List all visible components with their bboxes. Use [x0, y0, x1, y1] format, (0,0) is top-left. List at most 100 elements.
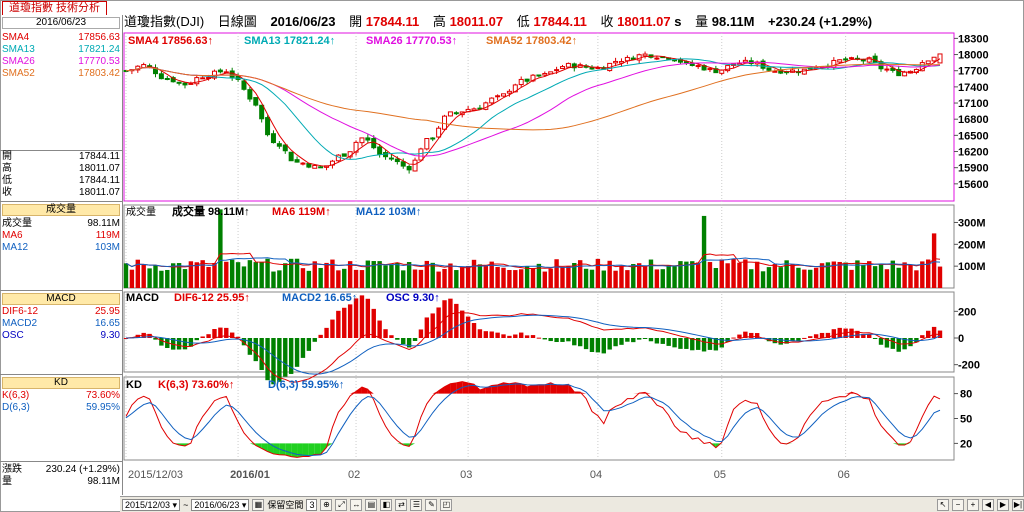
osc-bar [212, 329, 217, 338]
side-k-value: 73.60% [86, 390, 120, 401]
volume-bar [843, 262, 848, 288]
side-k-label: K(6,3) [2, 390, 30, 401]
tool-icon[interactable]: ◰ [440, 498, 453, 511]
legend-macd2: MACD2 16.65↑ [282, 292, 357, 304]
price-tick-label: 18300 [958, 33, 989, 45]
k-oversold-fill [273, 443, 280, 455]
candle-body [418, 148, 424, 161]
k-overbought-fill [562, 384, 569, 394]
osc-bar [507, 335, 512, 338]
volume-bar [224, 261, 229, 288]
side-macd2-value: 16.65 [94, 318, 120, 329]
tool-icon[interactable]: ◧ [380, 498, 393, 511]
candle-body [536, 74, 542, 77]
candle-body [200, 77, 206, 80]
osc-bar [749, 332, 754, 338]
cursor-icon[interactable]: ↖ [937, 498, 949, 511]
osc-bar [536, 337, 542, 339]
osc-bar [872, 338, 878, 339]
scroll-end-icon[interactable]: ▶| [1012, 498, 1024, 511]
osc-bar [837, 327, 842, 338]
sidebar-divider [0, 290, 123, 291]
date-to-field[interactable]: 2016/06/23 ▾ [191, 498, 250, 511]
osc-bar [371, 308, 376, 338]
price-tick-label: 17100 [958, 98, 989, 110]
macd-section-title: MACD [2, 293, 120, 305]
sma13-value: 17821.24 [78, 44, 120, 55]
tool-icon[interactable]: ☰ [410, 498, 423, 511]
side-osc-label: OSC [2, 330, 24, 341]
volume-bar [129, 269, 135, 288]
osc-bar [318, 334, 323, 338]
date-from-field[interactable]: 2015/12/03 ▾ [122, 498, 181, 511]
candle-body [742, 59, 748, 63]
volume-bar [460, 267, 465, 288]
volume-bar [725, 263, 730, 288]
candle-body [896, 69, 902, 77]
osc-bar [908, 338, 913, 347]
candle-body [772, 70, 778, 73]
volume-bar [878, 264, 884, 288]
candle-body [831, 59, 837, 68]
zoom-in-icon[interactable]: + [967, 498, 979, 511]
side-ma6-label: MA6 [2, 230, 23, 241]
volume-bar [554, 259, 559, 288]
volume-bar [212, 262, 217, 288]
tool-icon[interactable]: ↔ [350, 498, 363, 511]
price-panel-frame [123, 32, 955, 202]
k-overbought-fill [509, 382, 516, 394]
candle-body [217, 69, 223, 73]
zoom-out-icon[interactable]: − [952, 498, 964, 511]
k-overbought-fill [503, 382, 510, 394]
volume-bar [218, 209, 223, 288]
sidebar-divider [0, 374, 123, 375]
sma52-label: SMA52 [2, 68, 35, 79]
osc-bar [642, 338, 648, 339]
keep-space-field[interactable]: 3 [306, 498, 318, 511]
tool-icon[interactable]: ✎ [425, 498, 438, 511]
osc-bar [247, 338, 253, 355]
side-ma6-value: 119M [95, 230, 120, 241]
osc-bar [153, 338, 158, 340]
date-to-value: 2016/06/23 [194, 499, 240, 510]
osc-bar [583, 338, 589, 350]
tool-icon[interactable]: ⊕ [320, 498, 333, 511]
volume-bar [572, 263, 577, 288]
osc-bar [477, 329, 483, 338]
osc-bar [170, 338, 176, 350]
volume-bar [395, 262, 400, 288]
osc-bar [731, 337, 736, 339]
volume-bar [931, 233, 937, 288]
candle-body [571, 63, 577, 69]
vol-label: 量 [695, 14, 709, 29]
volume-bar [306, 270, 312, 288]
side-vol-value: 98.11M [87, 218, 120, 229]
osc-bar [920, 335, 925, 338]
candle-body [542, 72, 548, 76]
tool-icon[interactable]: ⤢ [335, 498, 348, 511]
k-overbought-fill [550, 382, 557, 394]
volume-bar [690, 261, 695, 288]
volume-bar [778, 267, 783, 288]
keep-space-icon[interactable]: ▦ [252, 498, 265, 511]
volume-bar [796, 267, 801, 288]
legend-vol-ma12: MA12 103M↑ [356, 206, 421, 218]
scroll-left-icon[interactable]: ◀ [982, 498, 994, 511]
macd2-line [125, 314, 941, 375]
osc-bar [855, 330, 860, 338]
scroll-right-icon[interactable]: ▶ [997, 498, 1009, 511]
volume-bar [347, 261, 353, 288]
candle-body [654, 57, 660, 60]
tool-icon[interactable]: ▤ [365, 498, 378, 511]
k-oversold-fill [297, 443, 303, 458]
osc-bar [347, 304, 353, 338]
osc-bar [365, 298, 371, 338]
window-tab[interactable]: 道瓊指數 技術分析 [2, 1, 108, 15]
tool-icon[interactable]: ⇄ [395, 498, 408, 511]
header-info: 道瓊指數(DJI) 日線圖 2016/06/23 開 17844.11 高 18… [124, 14, 872, 30]
sidebar-sma52: SMA52 17803.42 [2, 68, 120, 80]
volume-bar [601, 270, 606, 288]
osc-bar [914, 338, 919, 343]
osc-bar [159, 338, 164, 346]
volume-bar [507, 269, 512, 288]
